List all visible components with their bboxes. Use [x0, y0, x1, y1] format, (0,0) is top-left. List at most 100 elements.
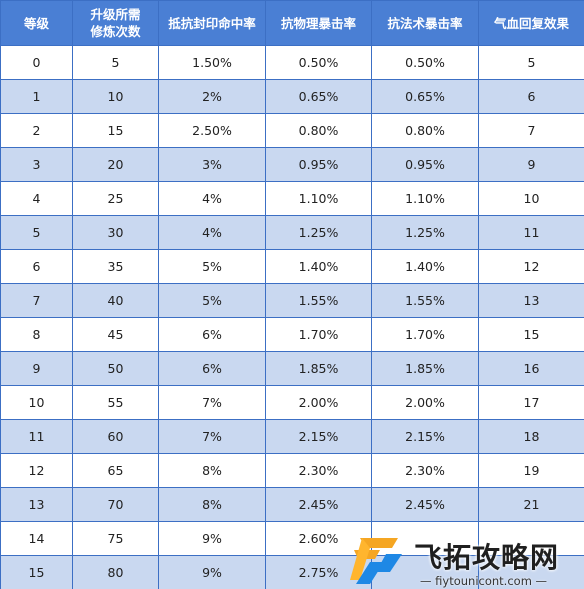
- cell-magic-crit-resist: 2.00%: [371, 385, 479, 420]
- cell-seal-resist: 2%: [158, 79, 266, 114]
- table-row: 11 60 7% 2.15% 2.15% 18: [0, 419, 584, 454]
- cell-physical-crit-resist: 1.55%: [265, 283, 372, 318]
- table-row: 14 75 9% 2.60%: [0, 521, 584, 556]
- cell-physical-crit-resist: 2.30%: [265, 453, 372, 488]
- cell-hp-recovery: 10: [478, 181, 584, 216]
- cell-required-cultivation: 15: [72, 113, 159, 148]
- cell-magic-crit-resist: 1.40%: [371, 249, 479, 284]
- cell-magic-crit-resist: 2.15%: [371, 419, 479, 454]
- cell-level: 5: [0, 215, 73, 250]
- cell-required-cultivation: 80: [72, 555, 159, 589]
- cell-level: 7: [0, 283, 73, 318]
- table-row: 9 50 6% 1.85% 1.85% 16: [0, 351, 584, 386]
- table-row: 5 30 4% 1.25% 1.25% 11: [0, 215, 584, 250]
- cell-magic-crit-resist: [371, 521, 479, 556]
- table-row: 2 15 2.50% 0.80% 0.80% 7: [0, 113, 584, 148]
- table-row: 12 65 8% 2.30% 2.30% 19: [0, 453, 584, 488]
- cell-hp-recovery: 5: [478, 45, 584, 80]
- cell-magic-crit-resist: 1.25%: [371, 215, 479, 250]
- cell-seal-resist: 4%: [158, 215, 266, 250]
- cell-hp-recovery: 12: [478, 249, 584, 284]
- cell-level: 0: [0, 45, 73, 80]
- table-row: 10 55 7% 2.00% 2.00% 17: [0, 385, 584, 420]
- cell-seal-resist: 9%: [158, 555, 266, 589]
- cell-required-cultivation: 55: [72, 385, 159, 420]
- table-row: 0 5 1.50% 0.50% 0.50% 5: [0, 45, 584, 80]
- cell-seal-resist: 7%: [158, 419, 266, 454]
- cell-magic-crit-resist: 0.95%: [371, 147, 479, 182]
- cell-seal-resist: 2.50%: [158, 113, 266, 148]
- cell-seal-resist: 9%: [158, 521, 266, 556]
- cell-required-cultivation: 50: [72, 351, 159, 386]
- cell-level: 13: [0, 487, 73, 522]
- cell-magic-crit-resist: [371, 555, 479, 589]
- table-row: 8 45 6% 1.70% 1.70% 15: [0, 317, 584, 352]
- cell-seal-resist: 8%: [158, 487, 266, 522]
- header-required-cultivation: 升级所需 修炼次数: [72, 0, 159, 46]
- cell-hp-recovery: 11: [478, 215, 584, 250]
- cell-physical-crit-resist: 1.40%: [265, 249, 372, 284]
- cell-seal-resist: 8%: [158, 453, 266, 488]
- cell-physical-crit-resist: 2.00%: [265, 385, 372, 420]
- cell-hp-recovery: 7: [478, 113, 584, 148]
- cell-hp-recovery: 21: [478, 487, 584, 522]
- cell-physical-crit-resist: 1.85%: [265, 351, 372, 386]
- cell-required-cultivation: 70: [72, 487, 159, 522]
- cell-required-cultivation: 65: [72, 453, 159, 488]
- cell-physical-crit-resist: 0.50%: [265, 45, 372, 80]
- cell-required-cultivation: 60: [72, 419, 159, 454]
- cell-physical-crit-resist: 2.60%: [265, 521, 372, 556]
- cell-magic-crit-resist: 0.50%: [371, 45, 479, 80]
- cell-magic-crit-resist: 0.80%: [371, 113, 479, 148]
- table-row: 15 80 9% 2.75%: [0, 555, 584, 589]
- cell-seal-resist: 7%: [158, 385, 266, 420]
- table-row: 4 25 4% 1.10% 1.10% 10: [0, 181, 584, 216]
- cell-level: 8: [0, 317, 73, 352]
- cell-seal-resist: 6%: [158, 317, 266, 352]
- cell-hp-recovery: [478, 555, 584, 589]
- cell-magic-crit-resist: 2.30%: [371, 453, 479, 488]
- table-row: 6 35 5% 1.40% 1.40% 12: [0, 249, 584, 284]
- table-row: 7 40 5% 1.55% 1.55% 13: [0, 283, 584, 318]
- cell-hp-recovery: 15: [478, 317, 584, 352]
- cell-hp-recovery: 13: [478, 283, 584, 318]
- table-row: 1 10 2% 0.65% 0.65% 6: [0, 79, 584, 114]
- cell-hp-recovery: 9: [478, 147, 584, 182]
- cell-level: 14: [0, 521, 73, 556]
- cell-required-cultivation: 30: [72, 215, 159, 250]
- cell-level: 9: [0, 351, 73, 386]
- cell-physical-crit-resist: 0.80%: [265, 113, 372, 148]
- cell-magic-crit-resist: 1.70%: [371, 317, 479, 352]
- header-hp-recovery: 气血回复效果: [478, 0, 584, 46]
- cell-hp-recovery: 16: [478, 351, 584, 386]
- cell-required-cultivation: 10: [72, 79, 159, 114]
- header-magic-crit-resist: 抗法术暴击率: [371, 0, 479, 46]
- header-physical-crit-resist: 抗物理暴击率: [265, 0, 372, 46]
- cell-hp-recovery: 6: [478, 79, 584, 114]
- cell-required-cultivation: 20: [72, 147, 159, 182]
- cell-seal-resist: 5%: [158, 283, 266, 318]
- cell-physical-crit-resist: 2.45%: [265, 487, 372, 522]
- cell-magic-crit-resist: 1.10%: [371, 181, 479, 216]
- cell-level: 6: [0, 249, 73, 284]
- cell-seal-resist: 6%: [158, 351, 266, 386]
- cell-magic-crit-resist: 1.85%: [371, 351, 479, 386]
- cell-level: 10: [0, 385, 73, 420]
- cell-required-cultivation: 40: [72, 283, 159, 318]
- cell-required-cultivation: 45: [72, 317, 159, 352]
- cell-hp-recovery: [478, 521, 584, 556]
- table-row: 13 70 8% 2.45% 2.45% 21: [0, 487, 584, 522]
- cell-required-cultivation: 75: [72, 521, 159, 556]
- cell-level: 2: [0, 113, 73, 148]
- header-seal-resist: 抵抗封印命中率: [158, 0, 266, 46]
- cell-physical-crit-resist: 0.65%: [265, 79, 372, 114]
- header-level: 等级: [0, 0, 73, 46]
- cell-seal-resist: 5%: [158, 249, 266, 284]
- header-required-cultivation-text: 升级所需 修炼次数: [90, 7, 141, 39]
- cell-physical-crit-resist: 1.10%: [265, 181, 372, 216]
- cell-level: 4: [0, 181, 73, 216]
- cell-physical-crit-resist: 2.75%: [265, 555, 372, 589]
- cell-magic-crit-resist: 1.55%: [371, 283, 479, 318]
- cell-physical-crit-resist: 0.95%: [265, 147, 372, 182]
